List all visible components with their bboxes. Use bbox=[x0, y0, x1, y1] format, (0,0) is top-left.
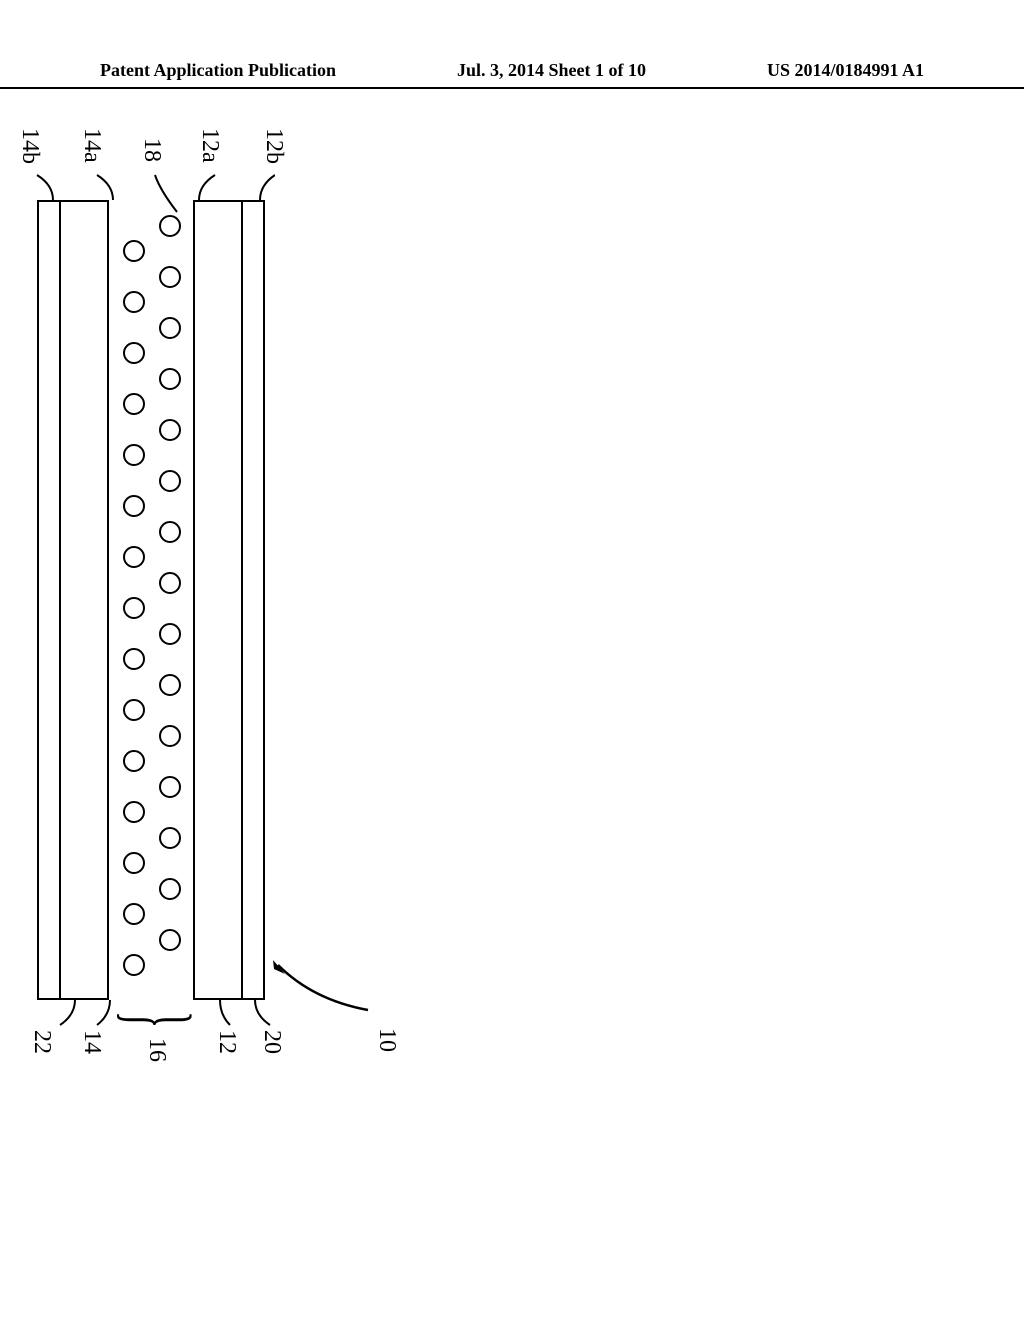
particle-circle bbox=[123, 393, 145, 415]
particle-circle bbox=[123, 954, 145, 976]
particle-circle bbox=[123, 852, 145, 874]
header-right: US 2014/0184991 A1 bbox=[767, 60, 924, 81]
layer-16 bbox=[109, 200, 193, 1000]
label-18: 18 bbox=[138, 138, 165, 162]
particle-circle bbox=[123, 444, 145, 466]
particle-circle bbox=[159, 266, 181, 288]
particle-circle bbox=[123, 597, 145, 619]
particle-circle bbox=[123, 648, 145, 670]
layer-22 bbox=[37, 200, 59, 1000]
particle-circle bbox=[159, 317, 181, 339]
label-14: 14 bbox=[78, 1030, 105, 1054]
particle-circle bbox=[123, 750, 145, 772]
particle-circle bbox=[159, 878, 181, 900]
circle-row-bottom bbox=[123, 240, 145, 1000]
assembly-arrow bbox=[273, 960, 373, 1020]
layer-20 bbox=[243, 200, 265, 1000]
particle-circle bbox=[123, 801, 145, 823]
particle-circle bbox=[123, 903, 145, 925]
label-20: 20 bbox=[258, 1030, 285, 1054]
particle-circle bbox=[123, 546, 145, 568]
circle-row-top bbox=[159, 215, 181, 1000]
label-10: 10 bbox=[373, 1028, 400, 1052]
layer-12 bbox=[193, 200, 243, 1000]
header-left: Patent Application Publication bbox=[100, 60, 336, 81]
particle-circle bbox=[159, 368, 181, 390]
particle-circle bbox=[123, 240, 145, 262]
particle-circle bbox=[159, 215, 181, 237]
particle-circle bbox=[123, 495, 145, 517]
header-center: Jul. 3, 2014 Sheet 1 of 10 bbox=[457, 60, 646, 81]
particle-circle bbox=[159, 470, 181, 492]
layer-stack: 10 20 12 } 16 14 22 bbox=[37, 200, 265, 1000]
particle-circle bbox=[159, 419, 181, 441]
particle-circle bbox=[159, 572, 181, 594]
particle-circle bbox=[159, 521, 181, 543]
label-12: 12 bbox=[213, 1030, 240, 1054]
layer-14 bbox=[59, 200, 109, 1000]
particle-circle bbox=[159, 674, 181, 696]
page-header: Patent Application Publication Jul. 3, 2… bbox=[0, 60, 1024, 89]
label-14b: 14b bbox=[16, 128, 43, 164]
header-row: Patent Application Publication Jul. 3, 2… bbox=[0, 60, 1024, 81]
figure-1: 10 20 12 } 16 14 22 bbox=[37, 200, 265, 1000]
label-14a: 14a bbox=[78, 128, 105, 163]
label-22: 22 bbox=[28, 1030, 55, 1054]
particle-circle bbox=[123, 699, 145, 721]
label-12b: 12b bbox=[260, 128, 287, 164]
brace-16: } bbox=[113, 1011, 203, 1028]
particle-circle bbox=[159, 623, 181, 645]
particle-circle bbox=[123, 291, 145, 313]
particle-circle bbox=[159, 725, 181, 747]
particle-circle bbox=[159, 776, 181, 798]
particle-circle bbox=[123, 342, 145, 364]
label-16: 16 bbox=[143, 1038, 170, 1062]
particle-circle bbox=[159, 827, 181, 849]
label-12a: 12a bbox=[196, 128, 223, 163]
particle-circle bbox=[159, 929, 181, 951]
page-body: 10 20 12 } 16 14 22 bbox=[0, 100, 1024, 1280]
